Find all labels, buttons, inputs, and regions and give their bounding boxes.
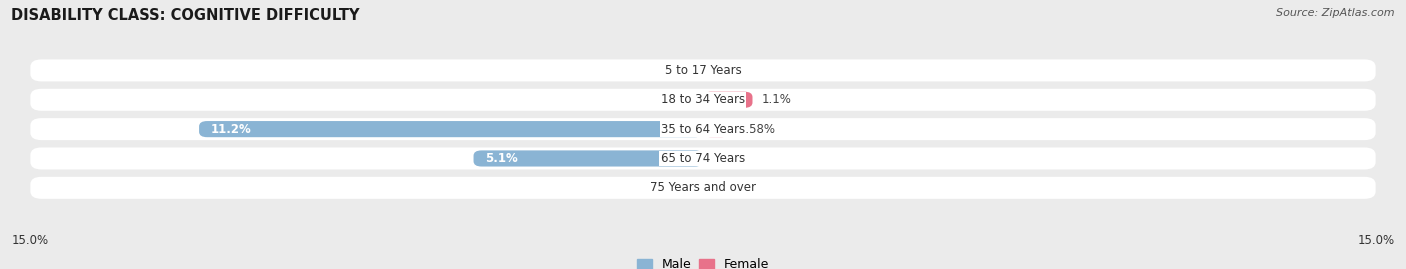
FancyBboxPatch shape (703, 92, 752, 108)
Text: 75 Years and over: 75 Years and over (650, 181, 756, 194)
Text: 0.0%: 0.0% (662, 64, 692, 77)
Text: 11.2%: 11.2% (211, 123, 252, 136)
Legend: Male, Female: Male, Female (631, 253, 775, 269)
Text: 18 to 34 Years: 18 to 34 Years (661, 93, 745, 106)
Text: 0.0%: 0.0% (714, 152, 744, 165)
FancyBboxPatch shape (31, 177, 1375, 199)
Text: 15.0%: 15.0% (1358, 235, 1395, 247)
Text: 0.58%: 0.58% (738, 123, 775, 136)
Text: 15.0%: 15.0% (11, 235, 48, 247)
Text: 35 to 64 Years: 35 to 64 Years (661, 123, 745, 136)
FancyBboxPatch shape (703, 121, 730, 137)
FancyBboxPatch shape (31, 89, 1375, 111)
FancyBboxPatch shape (474, 150, 703, 167)
Text: 1.1%: 1.1% (762, 93, 792, 106)
FancyBboxPatch shape (200, 121, 703, 137)
FancyBboxPatch shape (31, 147, 1375, 169)
FancyBboxPatch shape (31, 118, 1375, 140)
Text: 0.0%: 0.0% (662, 181, 692, 194)
Text: 0.0%: 0.0% (714, 181, 744, 194)
Text: 65 to 74 Years: 65 to 74 Years (661, 152, 745, 165)
Text: 0.0%: 0.0% (714, 64, 744, 77)
Text: Source: ZipAtlas.com: Source: ZipAtlas.com (1277, 8, 1395, 18)
Text: 5 to 17 Years: 5 to 17 Years (665, 64, 741, 77)
Text: DISABILITY CLASS: COGNITIVE DIFFICULTY: DISABILITY CLASS: COGNITIVE DIFFICULTY (11, 8, 360, 23)
Text: 0.0%: 0.0% (662, 93, 692, 106)
FancyBboxPatch shape (31, 59, 1375, 82)
Text: 5.1%: 5.1% (485, 152, 517, 165)
